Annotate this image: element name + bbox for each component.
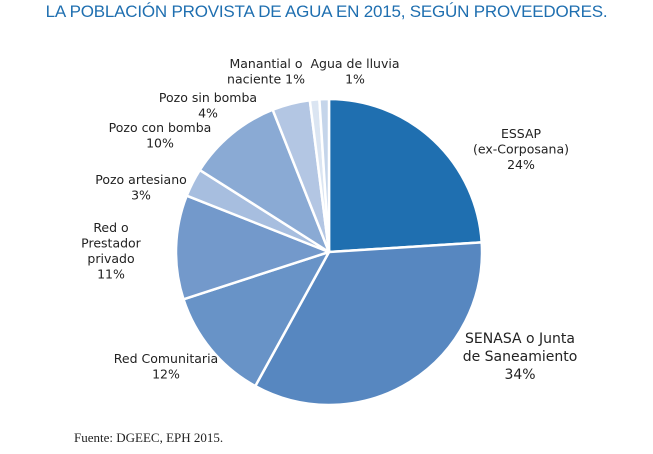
data-label-agua-de-lluvia: Agua de lluvia 1% (310, 56, 399, 87)
data-label-red-o-prestador-privado: Red o Prestador privado 11% (81, 220, 142, 282)
data-label-red-comunitaria: Red Comunitaria 12% (114, 351, 218, 382)
data-label-senasa-o-junta-de-saneamiento: SENASA o Junta de Saneamiento 34% (463, 331, 578, 383)
data-label-essap-ex-corposana-: ESSAP (ex-Corposana) 24% (473, 126, 569, 172)
data-label-pozo-artesiano: Pozo artesiano 3% (95, 172, 187, 203)
data-label-pozo-sin-bomba: Pozo sin bomba 4% (159, 90, 257, 121)
source-note: Fuente: DGEEC, EPH 2015. (74, 430, 224, 445)
data-label-manantial-o-naciente: Manantial o naciente 1% (227, 56, 305, 87)
data-label-pozo-con-bomba: Pozo con bomba 10% (109, 120, 212, 151)
pie-slice-agua-de-lluvia (318, 97, 331, 254)
pie-slice-red-o-prestador-privado (174, 194, 331, 301)
pie-slice-essap-ex-corposana- (327, 97, 483, 254)
pie-slice-pozo-con-bomba (198, 108, 331, 254)
chart-title: LA POBLACIÓN PROVISTA DE AGUA EN 2015, S… (45, 2, 608, 21)
pie-slice-red-comunitaria (182, 250, 331, 388)
